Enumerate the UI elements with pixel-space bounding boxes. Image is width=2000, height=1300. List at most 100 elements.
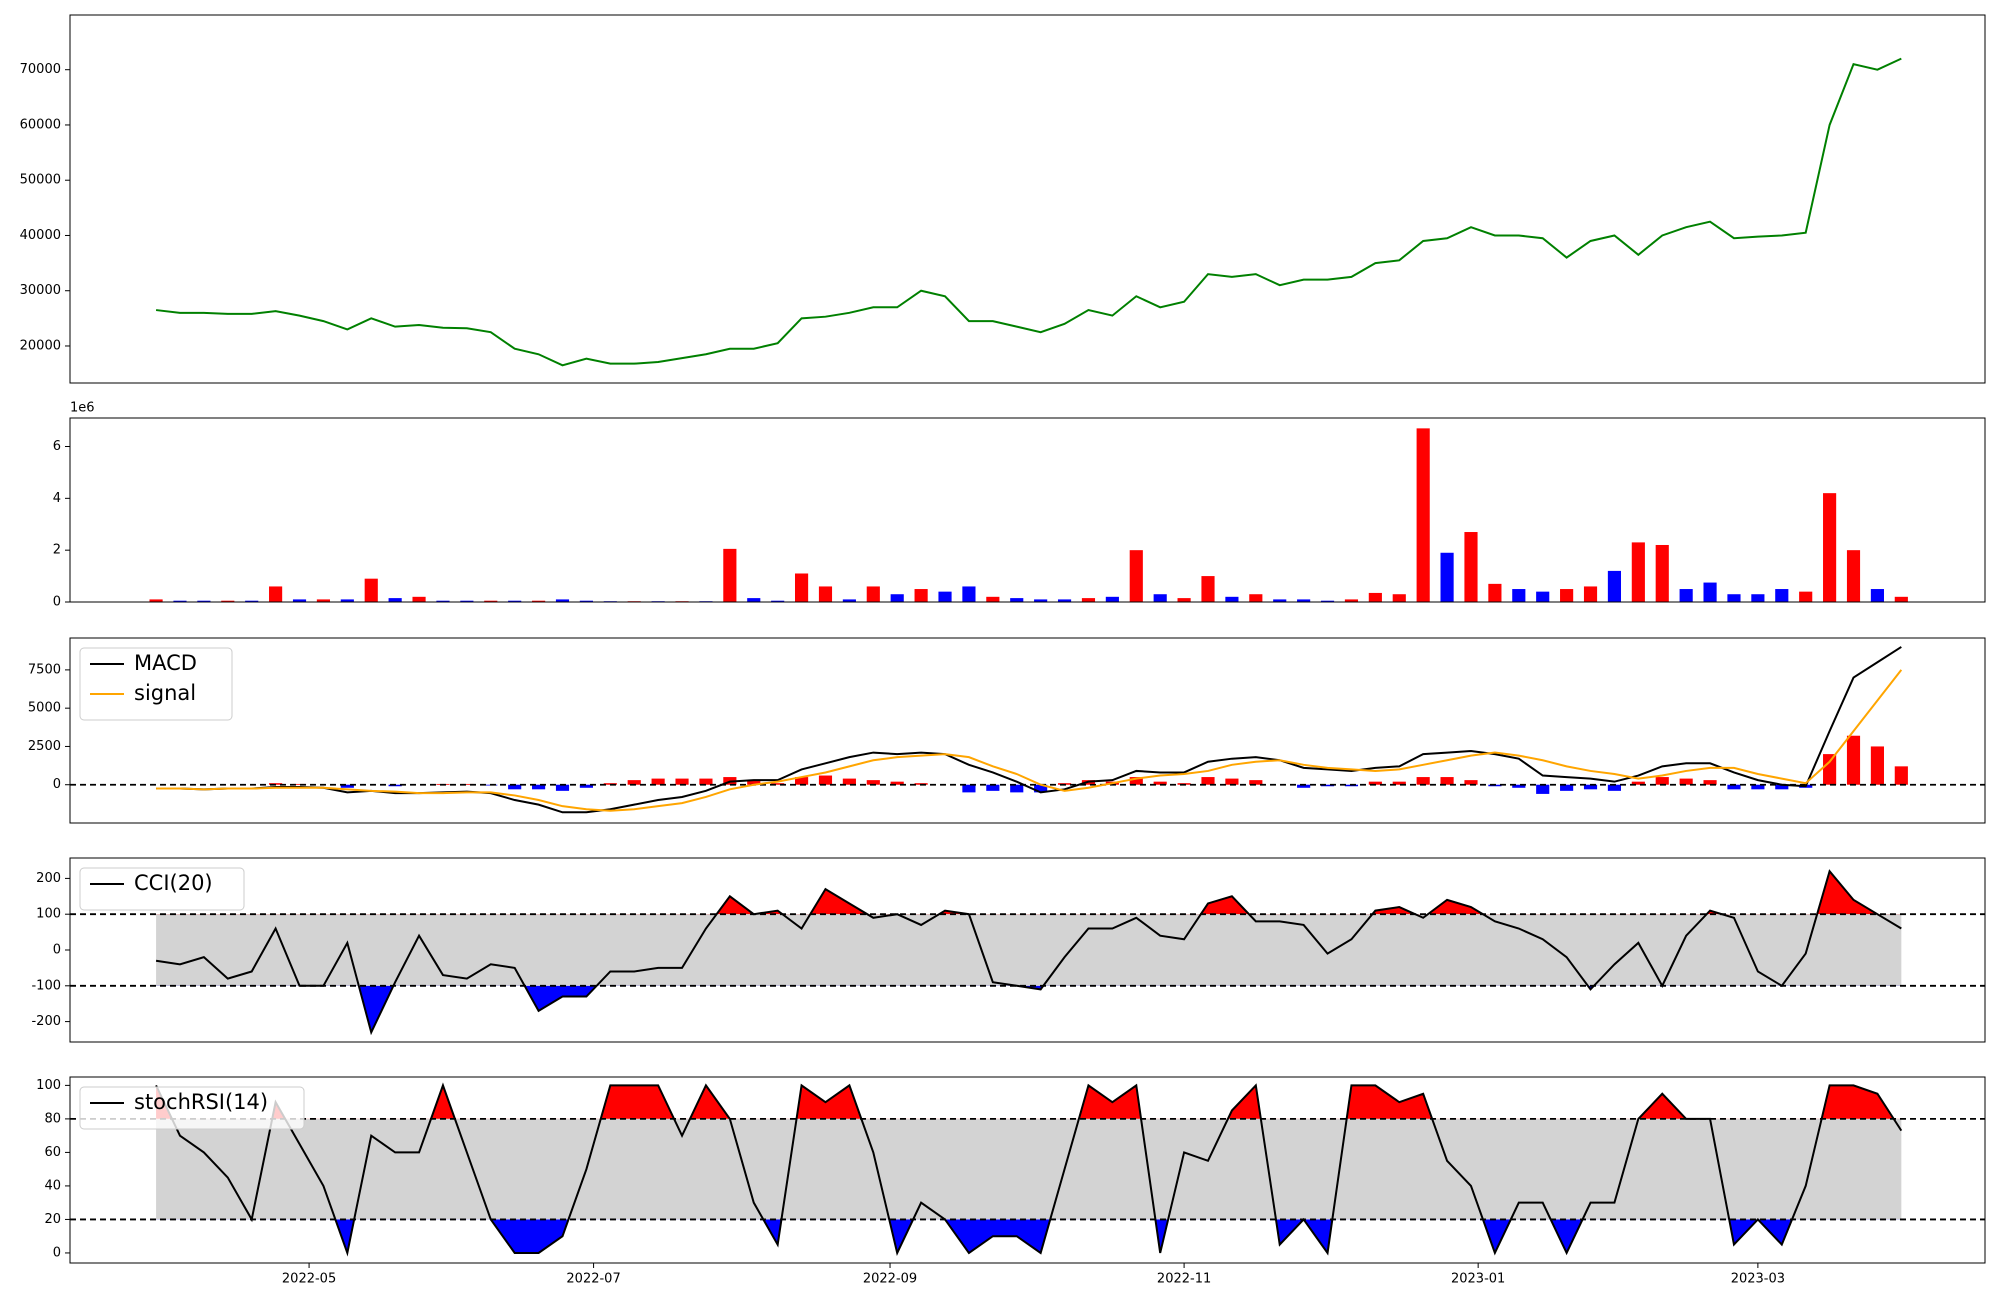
bar [316, 599, 330, 602]
band-fill [156, 1118, 1902, 1220]
plot-frame [69, 637, 1986, 824]
legend-label: stochRSI(14) [134, 1090, 268, 1114]
plot-frame [69, 857, 1986, 1043]
bar [1105, 596, 1119, 602]
x-tick-label: 2022-07 [566, 1272, 620, 1287]
histogram-bar [1392, 781, 1406, 785]
histogram-bar [651, 778, 665, 785]
bar [1775, 589, 1789, 602]
histogram-bar [1727, 784, 1741, 790]
bar [269, 586, 283, 602]
histogram-bar [794, 777, 809, 785]
y-tick-label: 2 [53, 543, 61, 558]
data-line [155, 57, 1902, 367]
bar [1320, 600, 1335, 602]
bar [986, 596, 1000, 602]
histogram-bar [1010, 784, 1024, 793]
bar [532, 600, 546, 602]
panel: 0 20 40 60 80 100 2022-05 2022-07 2022-09 2022-11… [36, 1076, 1986, 1287]
bar [1392, 594, 1406, 602]
bar [1846, 550, 1861, 602]
histogram-bar [340, 784, 354, 788]
x-tick-label: 2023-01 [1451, 1272, 1505, 1287]
histogram-bar [818, 775, 833, 785]
legend-box [79, 647, 233, 721]
y-tick-label: 6 [53, 439, 61, 454]
bar [1177, 598, 1191, 602]
y-tick-label: 5000 [28, 701, 61, 716]
histogram-bar [1631, 781, 1645, 785]
histogram-bar [1201, 777, 1215, 785]
bar [1010, 598, 1024, 602]
y-tick-label: 0 [53, 777, 61, 792]
y-tick-label: 200 [36, 871, 61, 886]
bar [340, 599, 354, 602]
histogram-bar [1225, 778, 1239, 785]
bar [1440, 552, 1454, 602]
bar [173, 600, 187, 602]
bar [1870, 589, 1884, 602]
histogram-bar [1536, 784, 1550, 794]
bar [914, 589, 928, 602]
histogram-bar [1560, 784, 1574, 791]
histogram-bar [986, 784, 1000, 791]
bar [1416, 428, 1430, 602]
histogram-bar [1368, 781, 1382, 785]
histogram-bar [1512, 784, 1526, 788]
bar [1368, 592, 1382, 602]
histogram-bar [1870, 746, 1884, 785]
y-tick-label: 40000 [20, 228, 61, 243]
bar [794, 573, 809, 602]
y-tick-label: 20 [44, 1212, 61, 1227]
bar [938, 591, 952, 602]
bar [292, 599, 307, 602]
data-line [156, 669, 1903, 812]
histogram-bar [1297, 784, 1311, 788]
histogram-bar [579, 784, 593, 788]
legend-label: signal [134, 681, 196, 705]
histogram-bar [1034, 784, 1048, 793]
y-tick-label: 40 [44, 1178, 61, 1193]
bar [1655, 544, 1669, 602]
bar [221, 600, 235, 602]
histogram-bar [627, 780, 641, 785]
y-tick-label: 80 [44, 1111, 61, 1126]
bar [508, 600, 522, 602]
bar [1512, 589, 1526, 602]
bar [1799, 591, 1813, 602]
histogram-bar [1129, 777, 1143, 785]
x-tick-label: 2022-11 [1157, 1272, 1211, 1287]
legend-label: CCI(20) [134, 871, 213, 895]
y-tick-label: -200 [31, 1014, 61, 1029]
legend-label: MACD [134, 651, 197, 675]
histogram-bar [555, 784, 570, 791]
bar [197, 600, 211, 602]
histogram-bar [1679, 778, 1693, 785]
y-tick-label: 50000 [20, 173, 61, 188]
y-tick-label: 20000 [20, 338, 61, 353]
histogram-bar [747, 780, 761, 785]
bar [1129, 550, 1143, 602]
bar [245, 600, 259, 602]
oversold-fill [335, 1219, 1793, 1253]
y-tick-label: 30000 [20, 283, 61, 298]
bar [1823, 493, 1837, 602]
bar [555, 599, 570, 602]
histogram-bar [1607, 784, 1622, 791]
bar [1583, 586, 1598, 602]
bar [460, 600, 474, 602]
histogram-bar [1703, 780, 1717, 785]
plot-frame [69, 417, 1986, 603]
histogram-bar [1249, 780, 1263, 785]
histogram-bar [1464, 780, 1478, 785]
histogram-bar [508, 784, 522, 790]
bar [866, 586, 880, 602]
bar [484, 600, 498, 602]
y-tick-label: 100 [36, 1078, 61, 1093]
y-tick-label: 7500 [28, 662, 61, 677]
bar [818, 586, 833, 602]
y-tick-label: 0 [53, 595, 61, 610]
y-tick-label: 4 [53, 491, 61, 506]
bar [1727, 594, 1741, 602]
